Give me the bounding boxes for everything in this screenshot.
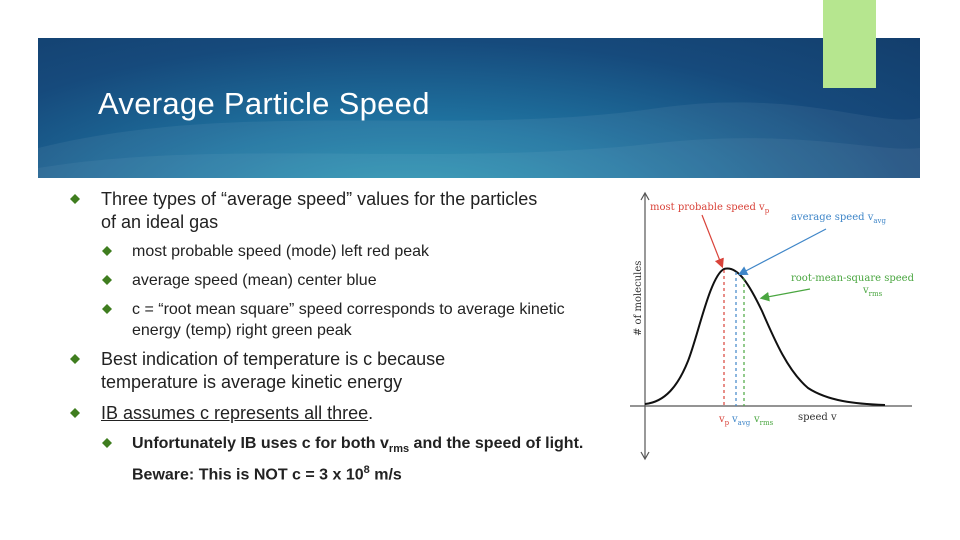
bullet-rms: c = “root mean square” speed corresponds… bbox=[102, 299, 602, 341]
banner-sheen bbox=[38, 102, 920, 178]
bullet-unfortunately: Unfortunately IB uses c for both vrms an… bbox=[102, 433, 602, 486]
arrow-average bbox=[737, 228, 827, 276]
distribution-curve bbox=[644, 267, 886, 406]
y-axis-bottom-arrow-icon bbox=[640, 451, 650, 461]
label-most-probable: most probable speed vp bbox=[650, 202, 770, 215]
slide-title: Average Particle Speed bbox=[98, 86, 430, 121]
label-rms-line1: root-mean-square speed bbox=[791, 273, 915, 284]
bullet-ib-assumes: IB assumes c represents all three. bbox=[70, 402, 540, 425]
arrow-rms bbox=[759, 288, 811, 302]
tick-vp: vp bbox=[718, 414, 730, 427]
accent-tab bbox=[823, 0, 876, 88]
bullet-average: average speed (mean) center blue bbox=[102, 270, 602, 291]
tick-vrms: vrms bbox=[753, 414, 774, 427]
bullet-diamond-icon bbox=[102, 246, 112, 256]
tick-vavg: vavg bbox=[731, 414, 751, 427]
label-rms-line2: vrms bbox=[862, 285, 883, 298]
bullet-diamond-icon bbox=[102, 438, 112, 448]
speed-distribution-figure: # of molecules most probable speed vp av… bbox=[630, 191, 915, 461]
bullet-most-probable: most probable speed (mode) left red peak bbox=[102, 241, 602, 262]
bullet-diamond-icon bbox=[102, 275, 112, 285]
y-axis-label: # of molecules bbox=[633, 261, 644, 336]
y-axis-arrow-icon bbox=[640, 191, 650, 201]
bullet-diamond-icon bbox=[70, 408, 80, 418]
arrow-most-probable bbox=[701, 214, 724, 269]
bullet-types-of-speed: Three types of “average speed” values fo… bbox=[70, 188, 540, 234]
bullet-diamond-icon bbox=[70, 354, 80, 364]
bullet-diamond-icon bbox=[70, 194, 80, 204]
title-banner bbox=[38, 38, 920, 178]
bullet-temperature: Best indication of temperature is c beca… bbox=[70, 348, 540, 394]
x-axis-label: speed v bbox=[798, 412, 837, 423]
ib-assumes-underlined: IB assumes c represents all three bbox=[101, 403, 369, 423]
label-average: average speed vavg bbox=[791, 212, 887, 225]
bullet-diamond-icon bbox=[102, 304, 112, 314]
